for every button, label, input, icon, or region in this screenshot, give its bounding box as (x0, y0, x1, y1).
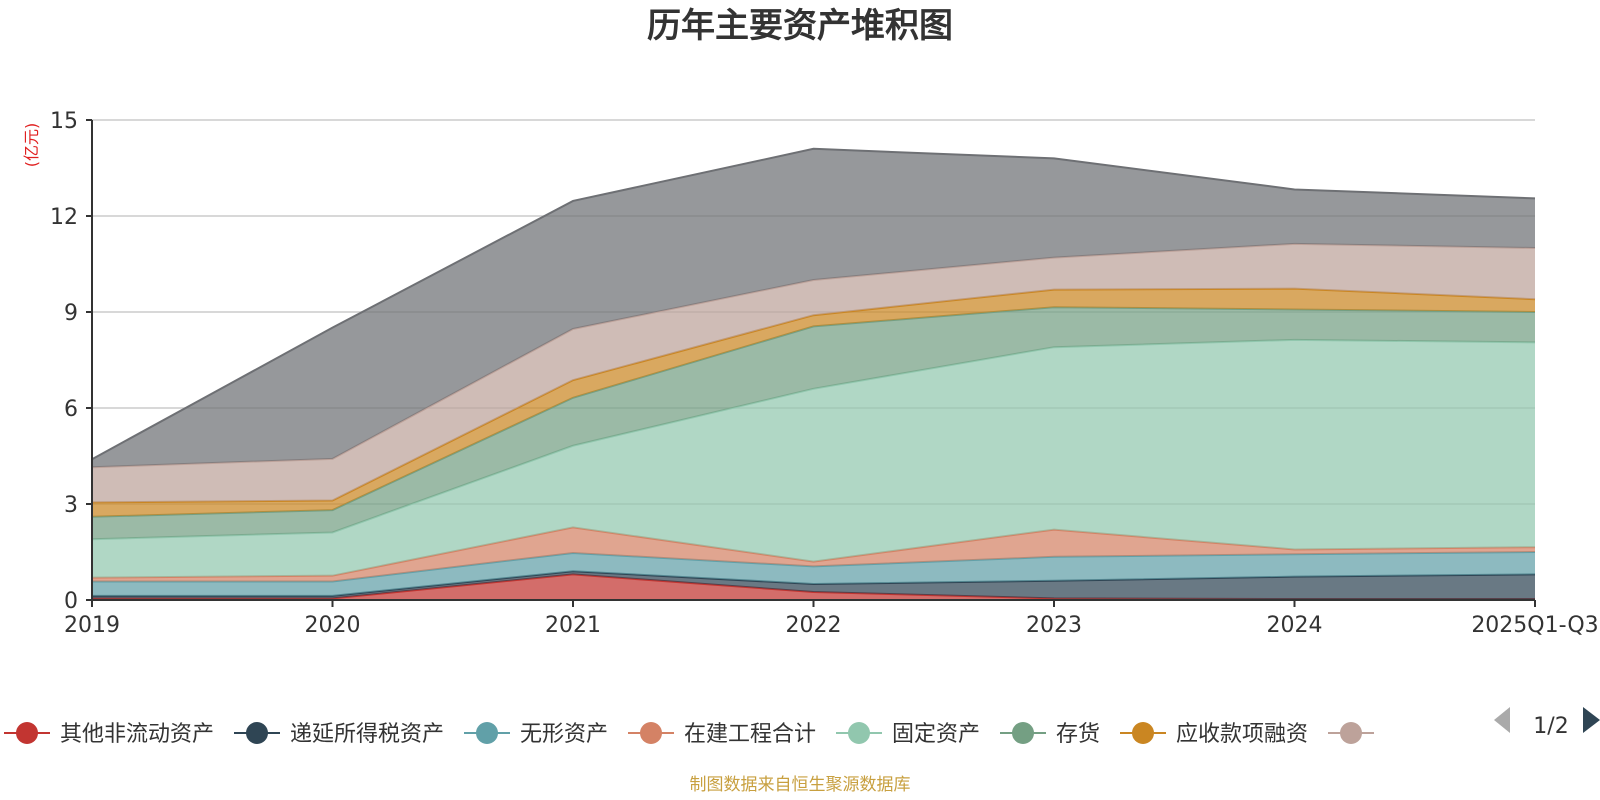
area-series-8 (92, 243, 1535, 503)
legend-marker-icon (1132, 722, 1154, 744)
y-axis-unit-label: (亿元) (22, 123, 41, 168)
legend: 其他非流动资产 递延所得税资产 无形资产 在建工程合计 固定资产 存货 应收款项融资 (4, 722, 1374, 747)
y-tick-label: 3 (64, 493, 78, 518)
legend-item-2[interactable]: 递延所得税资产 (234, 722, 444, 747)
y-tick-label: 9 (64, 301, 78, 326)
legend-marker-icon (848, 722, 870, 744)
area-series (91, 147, 1536, 601)
legend-item-6[interactable]: 存货 (1000, 722, 1100, 747)
area-series-2 (92, 571, 1535, 600)
area-series-1 (92, 574, 1535, 600)
legend-label: 其他非流动资产 (60, 722, 214, 747)
legend-label: 存货 (1056, 722, 1100, 747)
area-series-6 (92, 307, 1535, 540)
y-tick-label: 0 (64, 589, 78, 614)
legend-marker-icon (1012, 722, 1034, 744)
legend-item-3[interactable]: 无形资产 (464, 722, 608, 747)
area-series-5 (92, 339, 1535, 578)
y-tick-label: 12 (50, 205, 78, 230)
area-series-4 (92, 527, 1535, 582)
legend-label: 固定资产 (892, 722, 980, 747)
x-tick-label: 2021 (545, 613, 601, 638)
series-line-9 (91, 147, 1536, 461)
legend-item-1[interactable]: 其他非流动资产 (4, 722, 214, 747)
legend-pager: 1/2 (1494, 707, 1600, 739)
chart-title: 历年主要资产堆积图 (647, 6, 953, 46)
legend-label: 在建工程合计 (684, 722, 816, 747)
area-series-3 (92, 552, 1535, 596)
legend-page-indicator: 1/2 (1533, 714, 1568, 739)
x-tick-label: 2025Q1-Q3 (1471, 613, 1598, 638)
y-tick-label: 15 (50, 109, 78, 134)
axes: 0 3 6 9 12 15 2019 2020 2021 2022 2023 2024 2025Q1-Q… (50, 109, 1599, 638)
x-tick-label: 2024 (1267, 613, 1323, 638)
y-tick-label: 6 (64, 397, 78, 422)
legend-marker-icon (1340, 722, 1362, 744)
legend-item-5[interactable]: 固定资产 (836, 722, 980, 747)
x-tick-label: 2023 (1026, 613, 1082, 638)
legend-item-4[interactable]: 在建工程合计 (628, 722, 816, 747)
area-series-9 (92, 148, 1535, 468)
legend-marker-icon (476, 722, 498, 744)
legend-label: 应收款项融资 (1176, 722, 1308, 747)
legend-item-7[interactable]: 应收款项融资 (1120, 722, 1308, 747)
legend-prev-page-icon[interactable] (1494, 707, 1510, 733)
legend-marker-icon (246, 722, 268, 744)
legend-next-page-icon[interactable] (1583, 707, 1600, 733)
legend-marker-icon (640, 722, 662, 744)
legend-marker-icon (16, 722, 38, 744)
x-tick-label: 2022 (786, 613, 842, 638)
x-tick-label: 2020 (305, 613, 361, 638)
data-source-footer: 制图数据来自恒生聚源数据库 (690, 775, 911, 795)
x-tick-label: 2019 (64, 613, 120, 638)
legend-item-8[interactable] (1328, 722, 1374, 744)
legend-label: 递延所得税资产 (290, 722, 444, 747)
legend-label: 无形资产 (520, 722, 608, 747)
